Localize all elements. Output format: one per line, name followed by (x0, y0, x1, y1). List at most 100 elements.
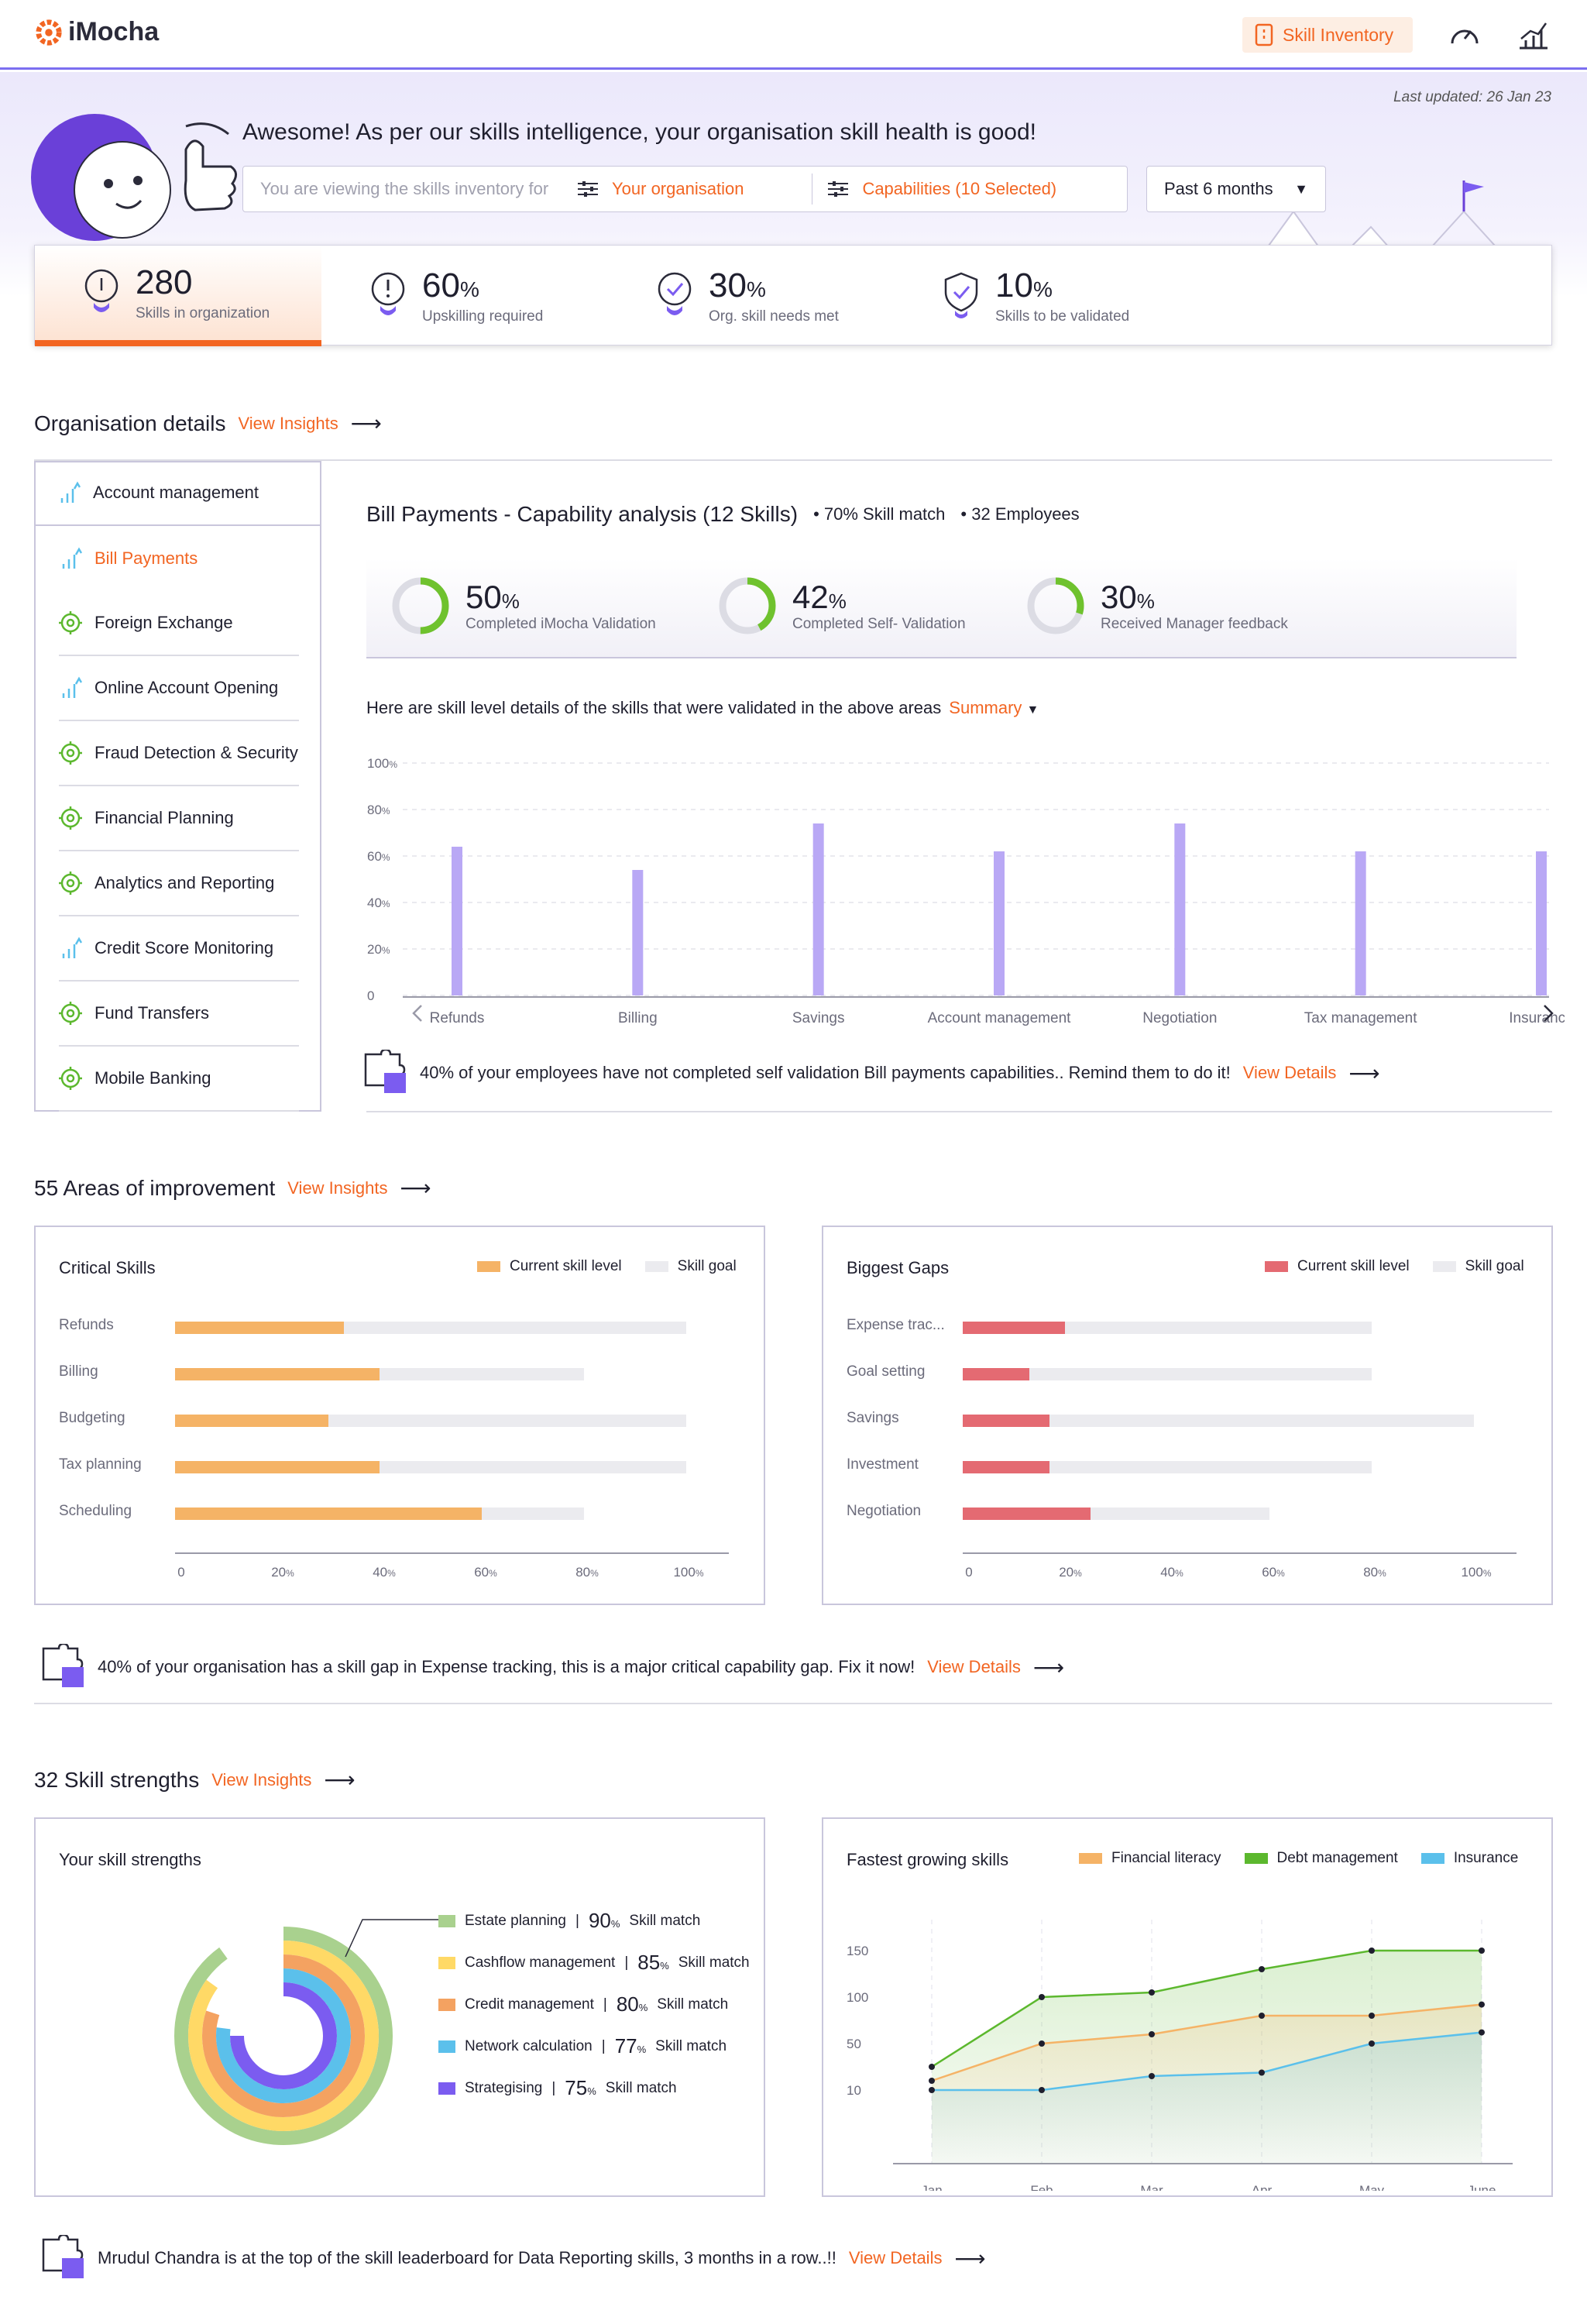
validation-label: Received Manager feedback (1101, 616, 1288, 632)
panel-title: Your skill strengths (59, 1850, 201, 1869)
capability-label: Mobile Banking (94, 1068, 211, 1088)
arrow-right-icon[interactable]: ⟶ (1032, 1655, 1065, 1679)
bar-row: Scheduling (59, 1503, 740, 1520)
stat-value: 10% (995, 266, 1053, 304)
bar (994, 851, 1005, 995)
chart-prev-arrow-icon[interactable] (412, 1005, 422, 1022)
y-tick-label: 40% (367, 896, 390, 910)
section-divider (34, 1703, 1552, 1704)
bar-row: Investment (847, 1456, 1528, 1473)
data-point (1369, 1948, 1375, 1954)
series-area (932, 2032, 1482, 2164)
y-tick-label: 150 (847, 1944, 868, 1958)
stat-value: 30% (709, 266, 766, 304)
dropdown-caret-icon: ▼ (1026, 703, 1039, 717)
progress-ring-fill (719, 577, 776, 634)
capability-item[interactable]: Credit Score Monitoring (59, 916, 299, 982)
capability-item[interactable]: Mobile Banking (59, 1047, 299, 1112)
validation-label: Completed iMocha Validation (465, 616, 656, 632)
capability-item[interactable]: Bill Payments (59, 526, 299, 591)
sliders-icon (578, 181, 598, 197)
view-insights-link[interactable]: View Insights (287, 1177, 388, 1198)
capabilities-filter[interactable]: Capabilities (10 Selected) (826, 179, 1056, 199)
capability-item[interactable]: Financial Planning (59, 786, 299, 851)
x-tick-label: 80% (575, 1565, 599, 1580)
view-details-link[interactable]: View Details (1242, 1063, 1337, 1082)
stat-skills-in-org[interactable]: 280 Skills in organization (35, 246, 321, 346)
capability-item[interactable]: Fund Transfers (59, 982, 299, 1047)
stat-upskilling-required[interactable]: 60% Upskilling required (368, 246, 543, 346)
legend-value: 77% (614, 2034, 647, 2058)
validation-stat: 30% Received Manager feedback (1025, 575, 1288, 637)
skill-gap-insight: 40% of your organisation has a skill gap… (39, 1644, 1064, 1690)
strength-legend-item: Network calculation | 77% Skill match (438, 2034, 727, 2058)
current-level-bar (175, 1461, 380, 1473)
progress-ring-fill (1027, 577, 1084, 634)
period-select[interactable]: Past 6 months ▼ (1146, 166, 1326, 212)
arrow-right-icon[interactable]: ⟶ (400, 1176, 431, 1200)
y-tick-label: 60% (367, 849, 390, 864)
brand-logo[interactable]: iMocha (34, 17, 159, 47)
view-insights-link[interactable]: View Insights (238, 413, 338, 433)
current-level-bar (963, 1322, 1065, 1334)
x-tick-label: Feb (1030, 2183, 1053, 2191)
validation-text: 42% Completed Self- Validation (792, 579, 966, 633)
x-tick-label: 0 (965, 1565, 973, 1580)
stat-label: Skills in organization (136, 305, 270, 321)
capability-analysis-title: Bill Payments - Capability analysis (12 … (366, 502, 1080, 527)
bar-label: Refunds (59, 1317, 114, 1333)
current-level-bar (175, 1415, 328, 1427)
validation-percent: 42% (792, 579, 847, 615)
view-details-link[interactable]: View Details (848, 2248, 943, 2267)
goal-bar (963, 1368, 1372, 1380)
arrow-right-icon[interactable]: ⟶ (1348, 1061, 1380, 1085)
x-tick-label: Negotiation (1142, 1010, 1217, 1026)
insight-text: 40% of your employees have not completed… (420, 1063, 1231, 1082)
legend-separator: | (551, 2079, 556, 2096)
capabilities-filter-value: Capabilities (10 Selected) (862, 179, 1057, 198)
data-point (1479, 1948, 1485, 1954)
skill-level-bar-chart: 0 20% 40% 60% 80% 100% Refunds Billing Savings Ac… (367, 756, 1565, 1026)
validation-summary: 50% Completed iMocha Validation 42% Complet… (366, 558, 1517, 658)
capability-item[interactable]: Analytics and Reporting (59, 851, 299, 916)
strength-legend-item: Strategising | 75% Skill match (438, 2076, 677, 2100)
x-tick-label: Billing (618, 1010, 658, 1026)
leaderboard-insight: Mrudul Chandra is at the top of the skil… (39, 2235, 986, 2281)
capability-item[interactable]: Online Account Opening (59, 656, 299, 721)
x-tick-label: Account management (928, 1010, 1072, 1026)
strength-arc (216, 1968, 351, 2103)
organisation-details-header: Organisation details View Insights ⟶ (34, 411, 382, 436)
arrow-right-icon[interactable]: ⟶ (350, 411, 382, 435)
bar-row: Negotiation (847, 1503, 1528, 1520)
x-tick-label: 100% (1461, 1565, 1492, 1580)
bar-label: Investment (847, 1456, 919, 1473)
stat-skill-needs-met[interactable]: 30% Org. skill needs met (654, 246, 839, 346)
current-level-bar (175, 1322, 344, 1334)
summary-dropdown[interactable]: Summary ▼ (949, 698, 1039, 717)
stat-skills-to-validate[interactable]: 10% Skills to be validated (941, 246, 1129, 346)
view-insights-link[interactable]: View Insights (211, 1769, 312, 1789)
section-divider (366, 1111, 1552, 1112)
gauge-icon[interactable] (1448, 20, 1481, 51)
capability-item[interactable]: Fraud Detection & Security (59, 721, 299, 786)
capability-item[interactable]: Account management (34, 461, 321, 526)
bar (812, 823, 824, 995)
employees-meta: • 32 Employees (960, 504, 1080, 524)
bar-row: Expense trac... (847, 1317, 1528, 1334)
radial-strength-chart (174, 1919, 454, 2145)
arrow-right-icon[interactable]: ⟶ (324, 1768, 356, 1792)
series-line (931, 1949, 1482, 2068)
skill-inventory-label: Skill Inventory (1283, 24, 1394, 45)
analytics-chart-icon[interactable] (1517, 20, 1549, 51)
section-divider (34, 459, 1552, 461)
view-details-link[interactable]: View Details (927, 1657, 1021, 1676)
skill-inventory-tab[interactable]: Skill Inventory (1242, 17, 1413, 53)
strength-arc (202, 1954, 365, 2117)
legend-unit: Skill match (605, 2079, 677, 2096)
organisation-filter[interactable]: Your organisation (576, 179, 744, 199)
capability-item[interactable]: Foreign Exchange (59, 591, 299, 656)
chart-next-arrow-icon[interactable] (1544, 1005, 1554, 1022)
lightbulb-icon (84, 269, 119, 312)
arrow-right-icon[interactable]: ⟶ (954, 2246, 986, 2271)
panel-title: Critical Skills (59, 1258, 156, 1277)
